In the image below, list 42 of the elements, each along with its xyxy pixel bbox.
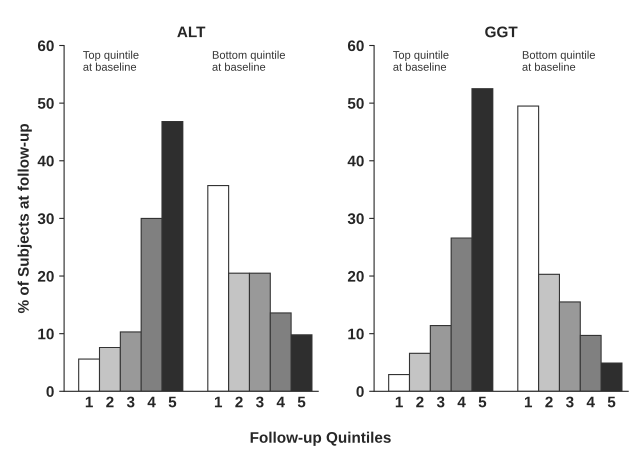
x-axis-title: Follow-up Quintiles [250,432,391,446]
y-tick-label: 30 [348,213,364,224]
y-tick-label: 40 [348,156,364,166]
x-tick-label: 5 [608,396,616,408]
y-tick-label: 50 [38,98,54,109]
annotation: Top quintile at baseline [393,50,449,71]
annotation: Top quintile at baseline [83,50,139,71]
x-tick-label: 4 [586,396,595,408]
x-tick-label: 4 [458,396,466,408]
annotation: Bottom quintile at baseline [522,50,595,71]
y-tick-label: 60 [38,40,54,52]
y-tick-label: 20 [38,270,54,282]
x-tick-label: 3 [126,396,134,408]
x-tick-label: 2 [545,396,553,408]
x-tick-label: 3 [436,396,444,408]
y-tick-label: 60 [348,40,364,52]
x-tick-label: 3 [566,396,574,408]
y-tick-label: 0 [356,386,364,397]
y-tick-label: 20 [348,270,364,282]
x-tick-label: 5 [478,396,486,408]
y-tick-label: 0 [46,386,54,397]
x-tick-label: 4 [276,396,285,408]
annotation: Bottom quintile at baseline [212,50,285,71]
x-tick-label: 1 [396,396,403,408]
y-tick-label: 30 [38,213,54,224]
x-tick-label: 5 [298,396,306,408]
x-tick-label: 1 [524,396,532,408]
y-tick-label: 50 [348,98,364,109]
x-tick-label: 5 [168,396,176,408]
x-tick-label: 2 [235,396,243,408]
x-tick-label: 2 [416,396,424,408]
y-tick-label: 10 [38,328,54,340]
x-tick-label: 1 [214,396,222,408]
y-axis-title: % of Subjects at follow-up [18,124,32,314]
x-tick-label: 3 [256,396,264,408]
chart-title: GGT [485,26,518,38]
y-tick-label: 40 [38,156,54,166]
x-tick-label: 1 [86,396,93,408]
chart-title: ALT [177,26,206,38]
x-tick-label: 4 [148,396,156,408]
x-tick-label: 2 [106,396,114,408]
y-tick-label: 10 [348,328,364,340]
